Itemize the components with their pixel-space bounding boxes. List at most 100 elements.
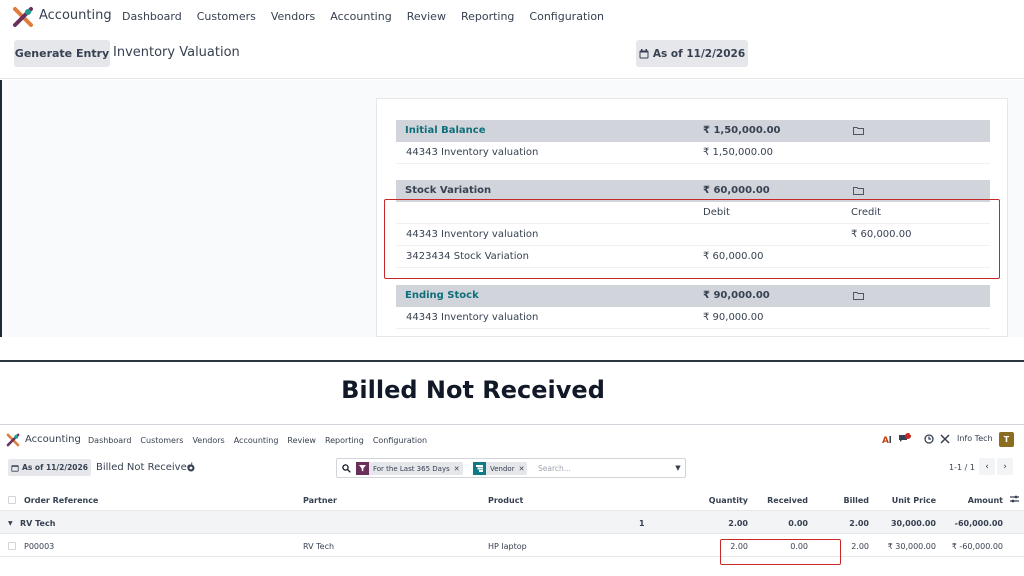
line-debit: ₹ 60,000.00 [703,251,764,262]
initial-balance-row[interactable]: Initial Balance ₹ 1,50,000.00 [396,120,990,142]
col-received[interactable]: Received [767,496,808,505]
folder-icon[interactable] [853,126,864,135]
initial-balance-label[interactable]: Initial Balance [405,125,486,136]
company-name[interactable]: Info Tech [957,434,993,443]
filter-facet[interactable]: For the Last 365 Days ✕ [356,462,463,475]
group-by-icon [473,462,486,475]
search-dropdown-toggle-icon[interactable]: ▼ [675,464,681,472]
menu-dashboard[interactable]: Dashboard [88,436,132,445]
accounting-logo-icon[interactable] [6,433,20,447]
menu-configuration[interactable]: Configuration [529,10,605,23]
main-menu: Dashboard Customers Vendors Accounting R… [122,10,619,23]
folder-icon[interactable] [853,291,864,300]
highlight-box [384,199,1000,279]
page-title: Inventory Valuation [113,45,240,60]
filter-icon [356,462,369,475]
col-amount[interactable]: Amount [967,496,1003,505]
app-name[interactable]: Accounting [25,434,81,445]
col-unit-price[interactable]: Unit Price [891,496,936,505]
menu-vendors[interactable]: Vendors [192,436,225,445]
app-name[interactable]: Accounting [39,8,112,23]
group-amount: -60,000.00 [954,519,1003,528]
debit-header: Debit [703,207,730,218]
menu-configuration[interactable]: Configuration [372,436,428,445]
cell-product: HP laptop [488,542,527,551]
menu-vendors[interactable]: Vendors [270,10,316,23]
menu-accounting[interactable]: Accounting [330,10,392,23]
main-menu: Dashboard Customers Vendors Accounting R… [88,436,436,445]
window-edge [0,80,2,337]
pager-previous-icon[interactable]: ‹ [979,458,995,475]
user-avatar[interactable]: T [999,432,1014,447]
menu-accounting[interactable]: Accounting [233,436,279,445]
line-account: 3423434 Stock Variation [406,251,529,262]
initial-balance-line: 44343 Inventory valuation ₹ 1,50,000.00 [396,142,990,164]
col-partner[interactable]: Partner [303,496,337,505]
col-product[interactable]: Product [488,496,524,505]
date-filter-label: As of 11/2/2026 [22,463,88,472]
col-quantity[interactable]: Quantity [708,496,748,505]
date-filter-button[interactable]: As of 11/2/2026 [636,40,748,67]
search-bar[interactable]: For the Last 365 Days ✕ Vendor ✕ Search.… [336,458,686,478]
ending-stock-row[interactable]: Ending Stock ₹ 90,000.00 [396,285,990,307]
groupby-facet-label: Vendor [490,464,515,473]
control-panel: Generate Entry Inventory Valuation As of… [0,33,1024,79]
group-billed: 2.00 [849,519,869,528]
table-row[interactable]: P00003 RV Tech HP laptop 2.00 0.00 2.00 … [0,534,1024,557]
menu-dashboard[interactable]: Dashboard [122,10,182,23]
pager-next-icon[interactable]: › [997,458,1013,475]
col-billed[interactable]: Billed [843,496,869,505]
date-filter-button[interactable]: As of 11/2/2026 [8,459,91,476]
cell-order-reference: P00003 [24,542,55,551]
line-amount: ₹ 1,50,000.00 [703,147,773,158]
menu-reporting[interactable]: Reporting [324,436,364,445]
group-name: RV Tech [20,519,56,528]
top-navbar: Accounting Dashboard Customers Vendors A… [0,0,1024,33]
row-checkbox[interactable] [8,542,16,550]
cell-unit-price: ₹ 30,000.00 [887,542,936,551]
search-input[interactable]: Search... [538,464,571,473]
cell-billed: 2.00 [851,542,869,551]
folder-icon[interactable] [853,186,864,195]
remove-facet-icon[interactable]: ✕ [518,464,525,473]
col-order-reference[interactable]: Order Reference [24,496,99,505]
calendar-icon [11,464,19,472]
debit-credit-header: Debit Credit [396,202,990,224]
line-credit: ₹ 60,000.00 [851,229,912,240]
groupby-facet[interactable]: Vendor ✕ [473,462,528,475]
menu-review[interactable]: Review [287,436,316,445]
optional-columns-icon[interactable] [1010,495,1019,503]
select-all-checkbox[interactable] [8,496,16,504]
ai-icon[interactable]: A [882,434,893,445]
calendar-icon [639,48,649,58]
menu-customers[interactable]: Customers [140,436,184,445]
menu-reporting[interactable]: Reporting [460,10,515,23]
generate-entry-button[interactable]: Generate Entry [14,40,110,67]
group-quantity: 2.00 [728,519,748,528]
accounting-logo-icon[interactable] [12,6,34,28]
clock-icon[interactable] [924,434,934,444]
menu-review[interactable]: Review [406,10,446,23]
stock-variation-row[interactable]: Stock Variation ₹ 60,000.00 [396,180,990,202]
group-unit-price: 30,000.00 [890,519,936,528]
notification-count: 1 [909,431,913,437]
tools-icon[interactable] [940,434,950,444]
billed-not-received-screen: Accounting Dashboard Customers Vendors A… [0,424,1024,576]
pager-value[interactable]: 1-1 / 1 [949,463,975,472]
date-filter-label: As of 11/2/2026 [652,47,746,60]
chat-icon[interactable] [898,433,911,445]
list-header: Order Reference Partner Product Quantity… [0,488,1024,511]
caret-down-icon: ▼ [8,520,13,527]
group-row[interactable]: ▼ RV Tech 1 2.00 0.00 2.00 30,000.00 -60… [0,511,1024,534]
group-count: 1 [639,519,645,528]
remove-facet-icon[interactable]: ✕ [453,464,460,473]
section-divider [0,360,1024,362]
cell-amount: ₹ -60,000.00 [951,542,1003,551]
valuation-report: Initial Balance ₹ 1,50,000.00 44343 Inve… [376,98,1008,337]
cell-quantity: 2.00 [730,542,748,551]
settings-gear-icon[interactable] [187,464,195,472]
ending-stock-label[interactable]: Ending Stock [405,290,479,301]
menu-customers[interactable]: Customers [196,10,256,23]
group-received: 0.00 [788,519,808,528]
line-account: 44343 Inventory valuation [406,147,539,158]
